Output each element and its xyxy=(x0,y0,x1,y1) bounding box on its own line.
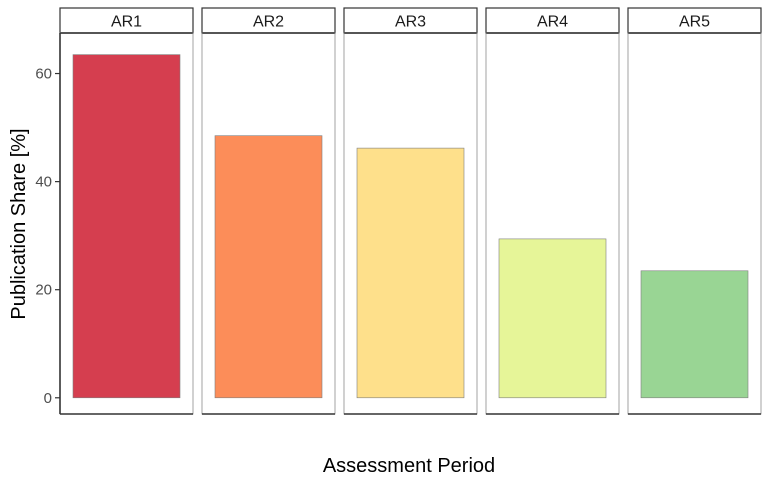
facet-panel-ar5: AR5 xyxy=(627,7,762,415)
y-tick-label: 20 xyxy=(35,282,52,299)
facet-panels: AR1 AR2 AR3 AR4 AR5 xyxy=(59,7,762,415)
y-tick-label: 40 xyxy=(35,174,52,191)
bar-ar2 xyxy=(214,135,323,399)
bar-ar5 xyxy=(640,270,749,399)
y-tick-label: 60 xyxy=(35,66,52,83)
bar-ar3 xyxy=(356,147,465,399)
bar-ar1 xyxy=(72,54,181,399)
facet-strip xyxy=(485,7,620,34)
facet-panel-ar1: AR1 xyxy=(59,7,194,415)
facet-strip xyxy=(201,7,336,34)
facet-panel-ar2: AR2 xyxy=(201,7,336,415)
y-tick-label: 0 xyxy=(44,390,52,407)
facet-strip xyxy=(343,7,478,34)
y-axis: 0 20 40 60 xyxy=(35,33,61,414)
facet-strip xyxy=(59,7,194,34)
x-axis-label: Assessment Period xyxy=(323,455,495,477)
facet-strip-label: AR4 xyxy=(537,14,568,31)
facet-strip-label: AR5 xyxy=(679,14,710,31)
facet-strip-label: AR1 xyxy=(111,14,142,31)
facet-panel-ar4: AR4 xyxy=(485,7,620,415)
facet-panel-ar3: AR3 xyxy=(343,7,478,415)
facet-strip-label: AR2 xyxy=(253,14,284,31)
facet-strip-label: AR3 xyxy=(395,14,426,31)
bar-ar4 xyxy=(498,238,607,399)
y-axis-label: Publication Share [%] xyxy=(8,128,30,319)
